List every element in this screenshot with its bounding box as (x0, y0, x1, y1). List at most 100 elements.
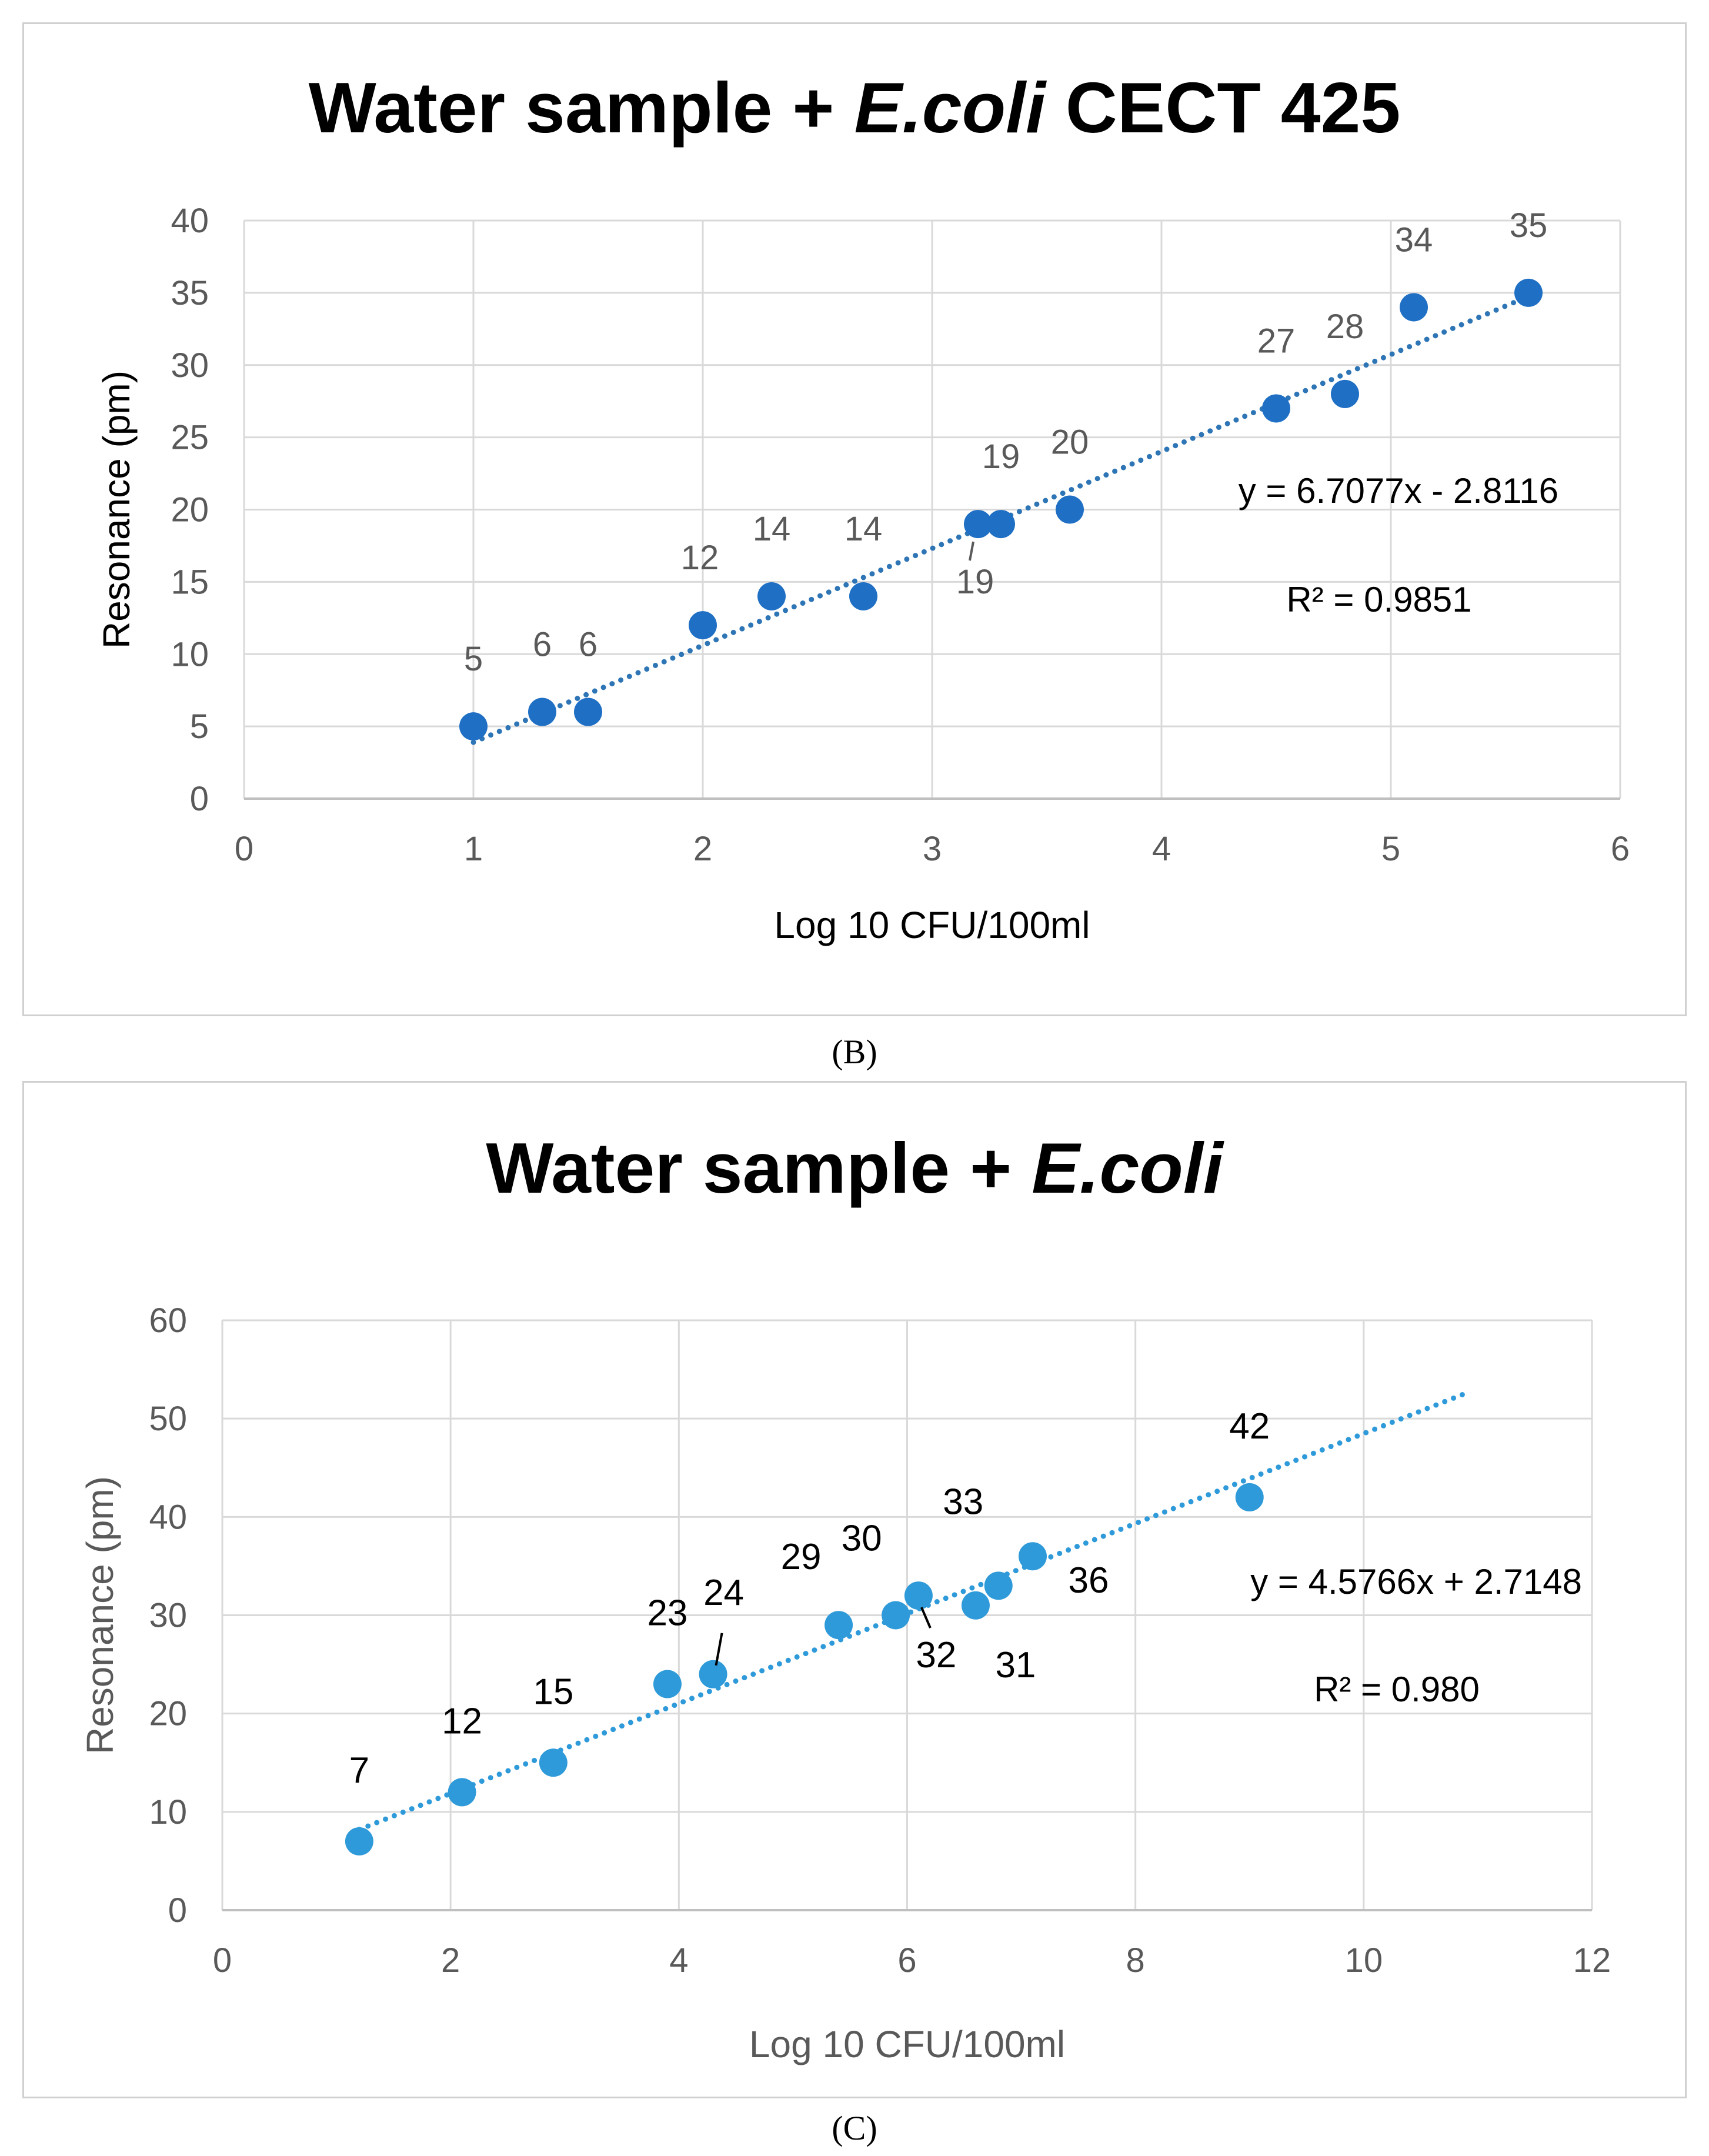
x-tick-label: 4 (669, 1941, 688, 1980)
x-tick-label: 2 (693, 830, 712, 868)
y-tick-label: 60 (149, 1301, 187, 1340)
data-point (448, 1778, 476, 1807)
data-label: 19 (956, 563, 994, 601)
x-tick-label: 1 (464, 830, 483, 868)
chart-b: Water sample + E.coli CECT 4250510152025… (95, 68, 1630, 946)
chart-panel-b (22, 22, 1687, 1016)
data-label: 15 (533, 1671, 573, 1712)
data-point (1400, 293, 1428, 322)
x-tick-label: 3 (923, 830, 942, 868)
data-label: 34 (1395, 221, 1433, 259)
x-axis-label: Log 10 CFU/100ml (774, 904, 1090, 946)
y-tick-label: 50 (149, 1400, 187, 1438)
data-point (904, 1581, 933, 1610)
y-tick-label: 40 (149, 1498, 187, 1536)
data-label: 32 (916, 1635, 956, 1676)
data-point (849, 582, 877, 610)
y-tick-label: 0 (168, 1891, 187, 1930)
y-tick-label: 30 (171, 346, 209, 385)
x-tick-label: 2 (441, 1941, 460, 1980)
x-tick-label: 10 (1345, 1941, 1383, 1980)
data-label: 42 (1229, 1406, 1270, 1447)
data-point (984, 1571, 1013, 1600)
chart-panel-c (22, 1081, 1687, 2098)
data-point (574, 697, 602, 726)
data-label: 24 (703, 1573, 744, 1613)
data-label: 27 (1257, 322, 1296, 360)
y-tick-label: 40 (171, 202, 209, 240)
y-axis-label: Resonance (pm) (95, 371, 138, 649)
x-tick-label: 6 (1611, 830, 1630, 868)
data-point (1235, 1483, 1264, 1511)
y-tick-label: 10 (171, 635, 209, 673)
data-point (825, 1611, 853, 1640)
y-tick-label: 10 (149, 1793, 187, 1831)
y-tick-label: 35 (171, 274, 209, 312)
data-point (699, 1660, 727, 1688)
data-label: 12 (681, 539, 719, 577)
data-point (882, 1601, 910, 1630)
label-leader-line (920, 1607, 932, 1628)
caption-b: (B) (832, 1033, 877, 1071)
y-tick-label: 30 (149, 1597, 187, 1635)
data-label: 6 (579, 626, 598, 664)
y-tick-label: 20 (171, 491, 209, 529)
data-label: 35 (1510, 206, 1548, 245)
label-leader-line (715, 1633, 723, 1666)
y-tick-label: 5 (190, 707, 209, 746)
data-label: 36 (1069, 1560, 1109, 1601)
data-point (1331, 379, 1359, 408)
x-tick-label: 0 (213, 1941, 232, 1980)
data-label: 29 (781, 1537, 822, 1577)
data-label: 14 (845, 510, 883, 548)
data-label: 19 (982, 438, 1020, 476)
data-point (1056, 495, 1084, 524)
r-squared-label: R² = 0.980 (1314, 1670, 1480, 1709)
data-point (987, 510, 1015, 539)
x-tick-label: 0 (235, 830, 253, 868)
data-label: 14 (753, 510, 791, 548)
data-point (345, 1827, 373, 1855)
trendline-equation: y = 4.5766x + 2.7148 (1250, 1562, 1582, 1601)
trendline (356, 1390, 1470, 1833)
caption-c: (C) (832, 2109, 877, 2147)
data-label: 30 (842, 1518, 882, 1559)
chart-title: Water sample + E.coli CECT 425 (309, 68, 1401, 148)
x-axis-label: Log 10 CFU/100ml (749, 2023, 1065, 2065)
x-tick-label: 12 (1573, 1941, 1611, 1980)
data-point (539, 1748, 568, 1777)
chart-title: Water sample + E.coli (486, 1128, 1224, 1208)
trendline-equation: y = 6.7077x - 2.8116 (1239, 471, 1558, 510)
data-label: 28 (1326, 308, 1364, 346)
data-label: 6 (533, 626, 552, 664)
data-point (1018, 1542, 1047, 1571)
data-label: 33 (943, 1481, 983, 1522)
x-tick-label: 6 (897, 1941, 916, 1980)
data-point (964, 510, 992, 539)
data-point (1514, 278, 1543, 307)
x-tick-label: 5 (1381, 830, 1400, 868)
data-point (653, 1670, 682, 1698)
x-tick-label: 8 (1126, 1941, 1145, 1980)
y-tick-label: 0 (190, 780, 209, 818)
data-point (1262, 394, 1290, 423)
y-tick-label: 15 (171, 563, 209, 601)
data-label: 7 (349, 1750, 369, 1791)
label-leader-line (969, 541, 974, 561)
data-label: 31 (995, 1645, 1036, 1686)
data-point (459, 712, 488, 741)
data-label: 5 (464, 640, 483, 678)
data-point (689, 611, 717, 640)
y-axis-label: Resonance (pm) (79, 1476, 121, 1754)
data-label: 23 (647, 1593, 687, 1634)
data-label: 20 (1051, 423, 1089, 462)
r-squared-label: R² = 0.9851 (1286, 580, 1471, 619)
data-point (757, 582, 786, 610)
data-point (528, 697, 556, 726)
data-point (961, 1591, 990, 1620)
data-label: 12 (442, 1701, 482, 1741)
x-tick-label: 4 (1152, 830, 1171, 868)
y-tick-label: 20 (149, 1695, 187, 1733)
y-tick-label: 25 (171, 419, 209, 457)
